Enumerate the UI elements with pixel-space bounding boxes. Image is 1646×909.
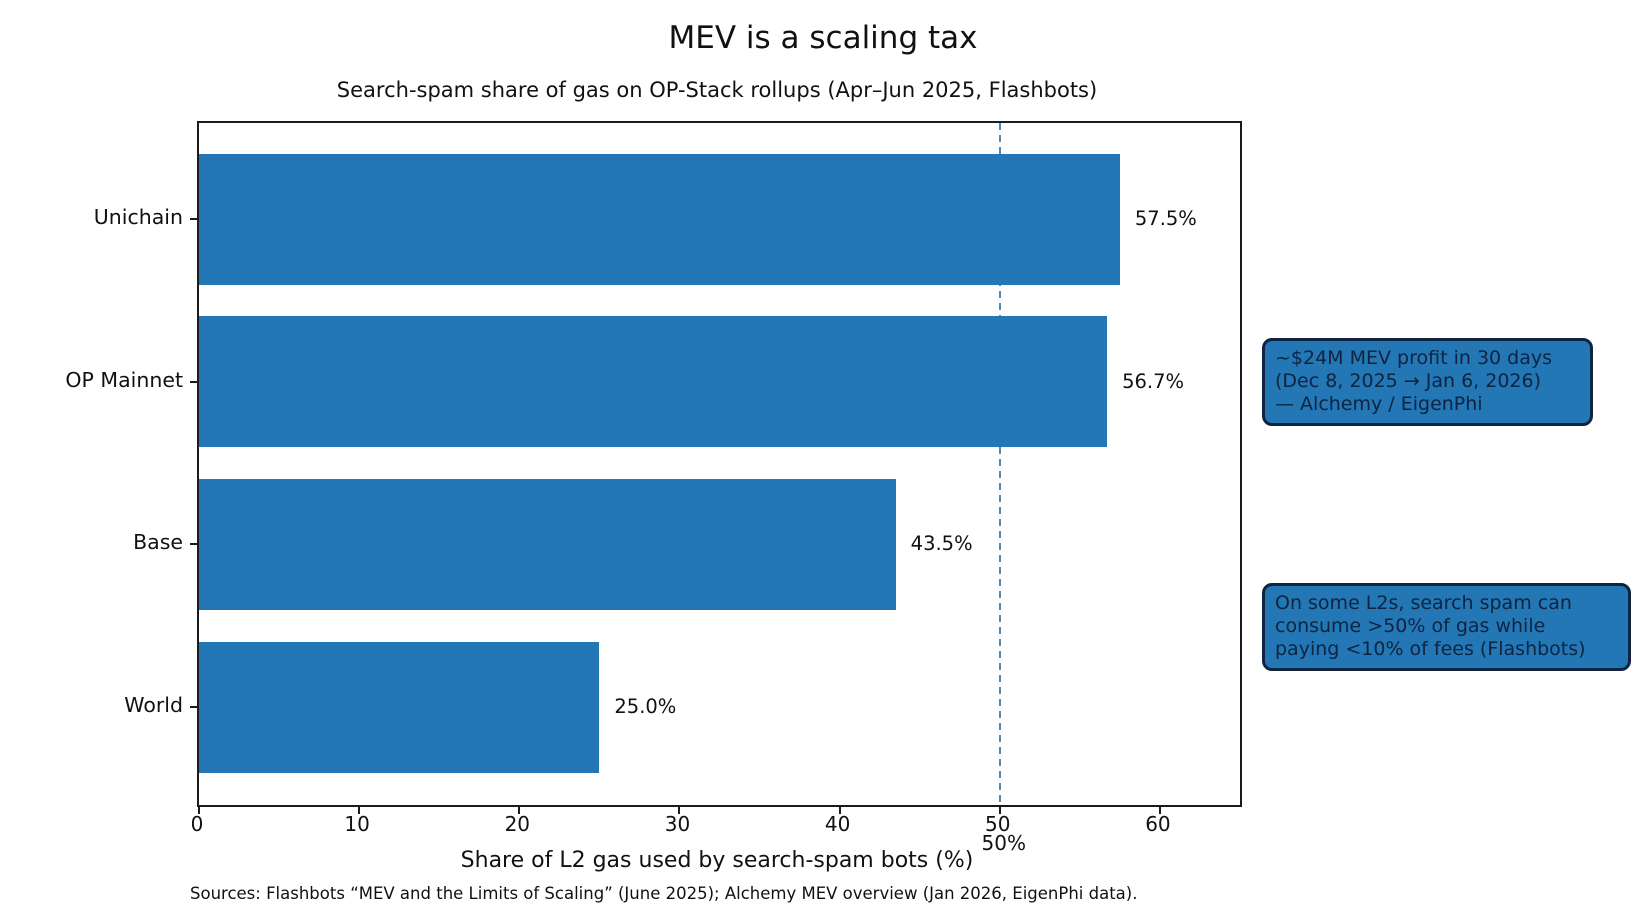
bar-value-label: 43.5% <box>910 532 973 556</box>
annotation-mev-profit: ~$24M MEV profit in 30 days (Dec 8, 2025… <box>1262 338 1593 426</box>
bar-value-label: 57.5% <box>1134 207 1197 230</box>
sources-footnote: Sources: Flashbots “MEV and the Limits o… <box>190 884 1138 903</box>
x-tick-label: 10 <box>344 812 370 836</box>
x-tick-mark <box>358 807 361 814</box>
x-tick-mark <box>678 807 681 814</box>
x-tick-label: 0 <box>190 812 204 836</box>
x-tick-label: 20 <box>504 812 531 836</box>
y-category-label: Unichain <box>93 205 183 229</box>
bar-value-label: 56.7% <box>1122 369 1185 393</box>
x-tick-mark <box>1158 807 1161 814</box>
x-tick-label: 60 <box>1145 812 1171 836</box>
y-category-label: Base <box>133 530 183 555</box>
bar-base <box>199 478 896 610</box>
chart-title: MEV is a scaling tax <box>668 20 978 56</box>
x-tick-mark <box>518 807 521 814</box>
bar-world <box>199 641 600 773</box>
x-tick-label: 30 <box>664 812 691 836</box>
y-tick-mark <box>190 706 197 709</box>
bar-value-label: 25.0% <box>614 695 677 719</box>
x-tick-mark <box>198 807 200 814</box>
bar-unichain <box>199 153 1120 285</box>
reference-line-label: 50% <box>981 831 1026 855</box>
y-category-label: OP Mainnet <box>65 367 183 392</box>
y-category-label: World <box>124 693 183 718</box>
y-tick-mark <box>190 218 197 220</box>
x-axis-label: Share of L2 gas used by search-spam bots… <box>460 848 974 873</box>
reference-line-50pct <box>998 123 1001 805</box>
bar-op-mainnet <box>199 316 1108 448</box>
y-tick-mark <box>190 543 197 546</box>
x-tick-label: 50 <box>985 812 1011 836</box>
x-tick-mark <box>838 807 841 814</box>
annotation-search-spam: On some L2s, search spam can consume >50… <box>1262 583 1631 671</box>
chart-subtitle: Search-spam share of gas on OP-Stack rol… <box>336 78 1098 102</box>
x-tick-label: 40 <box>824 812 851 836</box>
plot-area: 57.5% 56.7% 43.5% 25.0% <box>190 121 1242 814</box>
y-tick-mark <box>190 380 197 383</box>
x-tick-mark <box>998 807 1001 814</box>
